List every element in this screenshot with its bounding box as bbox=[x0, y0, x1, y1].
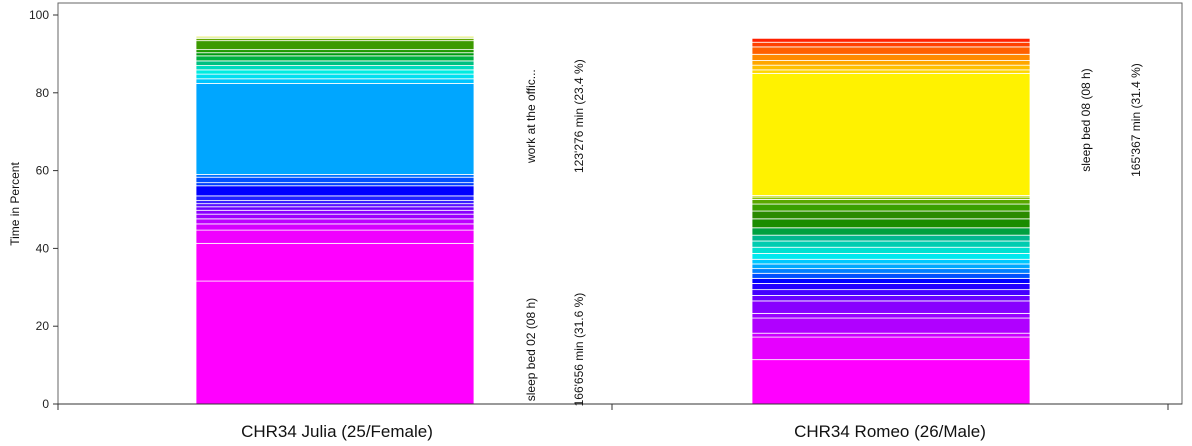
y-axis-title: Time in Percent bbox=[8, 162, 22, 246]
bar-segment bbox=[751, 253, 1031, 260]
bar-segment bbox=[195, 69, 475, 75]
bar-segment bbox=[751, 210, 1031, 220]
bar-segment bbox=[751, 332, 1031, 338]
bar-segment bbox=[195, 55, 475, 62]
bar-segment bbox=[751, 72, 1031, 196]
category-label: CHR34 Julia (25/Female) bbox=[241, 422, 433, 441]
y-tick-label: 60 bbox=[36, 164, 50, 178]
bar-segment bbox=[195, 40, 475, 51]
bar-segment bbox=[195, 176, 475, 184]
bar-segment bbox=[195, 185, 475, 197]
category-label: CHR34 Romeo (26/Male) bbox=[794, 422, 986, 441]
bar-segment bbox=[195, 280, 475, 405]
bar-segment bbox=[751, 295, 1031, 302]
bar-segment bbox=[195, 229, 475, 244]
y-tick-label: 80 bbox=[36, 86, 50, 100]
bar-segment bbox=[195, 242, 475, 282]
bar-segment bbox=[751, 203, 1031, 212]
labels-group: work at the offic... 123'276 min (23.4 %)… bbox=[8, 59, 1143, 441]
bar-segment bbox=[751, 37, 1031, 43]
bar-segment bbox=[751, 268, 1031, 274]
bar-segment bbox=[751, 60, 1031, 66]
bar-segment bbox=[751, 263, 1031, 270]
bar-segment bbox=[751, 336, 1031, 361]
bar-segment bbox=[195, 174, 475, 178]
annotation-value: 166'656 min (31.6 %) bbox=[572, 293, 586, 407]
annotation-value: 123'276 min (23.4 %) bbox=[572, 59, 586, 173]
bar-segment bbox=[751, 283, 1031, 291]
bar-segment bbox=[751, 312, 1031, 319]
bars-group bbox=[195, 35, 1031, 405]
bar-segment bbox=[195, 182, 475, 187]
bar-segment bbox=[751, 272, 1031, 279]
annotation-label: work at the offic... bbox=[524, 69, 538, 164]
bar-segment bbox=[751, 289, 1031, 296]
bar-segment bbox=[751, 64, 1031, 71]
bar-segment bbox=[751, 258, 1031, 265]
bar-segment bbox=[195, 49, 475, 54]
bar-segment bbox=[195, 203, 475, 208]
bar-segment bbox=[195, 65, 475, 71]
bar-segment bbox=[195, 73, 475, 80]
axes-group: 0 20 40 60 80 100 bbox=[29, 2, 1183, 411]
bar-segment bbox=[751, 246, 1031, 254]
bar-segment bbox=[751, 317, 1031, 334]
bar-segment bbox=[751, 198, 1031, 205]
annotation-label: sleep bed 02 (08 h) bbox=[524, 298, 538, 401]
annotation-value: 165'367 min (31.4 %) bbox=[1129, 63, 1143, 177]
bar-segment bbox=[751, 46, 1031, 55]
bar-segment bbox=[195, 209, 475, 215]
bar-segment bbox=[195, 35, 475, 37]
annotation-label: sleep bed 08 (08 h) bbox=[1079, 68, 1093, 171]
bar-segment bbox=[195, 218, 475, 225]
bar-segment bbox=[751, 69, 1031, 74]
y-tick-label: 40 bbox=[36, 241, 50, 255]
bar-segment bbox=[751, 277, 1031, 284]
bar-segment bbox=[195, 223, 475, 231]
bar-segment bbox=[751, 240, 1031, 248]
bar-segment bbox=[195, 78, 475, 84]
bar-segment bbox=[751, 300, 1031, 314]
bar-segment bbox=[751, 41, 1031, 48]
bar-segment bbox=[751, 234, 1031, 242]
bar-segment bbox=[751, 359, 1031, 405]
bar-segment bbox=[195, 213, 475, 220]
bar-segment bbox=[751, 227, 1031, 236]
bar-segment bbox=[751, 53, 1031, 61]
bar-segment bbox=[195, 52, 475, 57]
bar-segment bbox=[195, 206, 475, 211]
bar-segment bbox=[195, 200, 475, 205]
bar-segment bbox=[195, 195, 475, 201]
bar-segment bbox=[751, 218, 1031, 229]
bar-segment bbox=[195, 83, 475, 175]
y-tick-label: 20 bbox=[36, 319, 50, 333]
y-tick-label: 100 bbox=[29, 8, 49, 22]
y-tick-label: 0 bbox=[42, 397, 49, 411]
bar-segment bbox=[195, 60, 475, 66]
